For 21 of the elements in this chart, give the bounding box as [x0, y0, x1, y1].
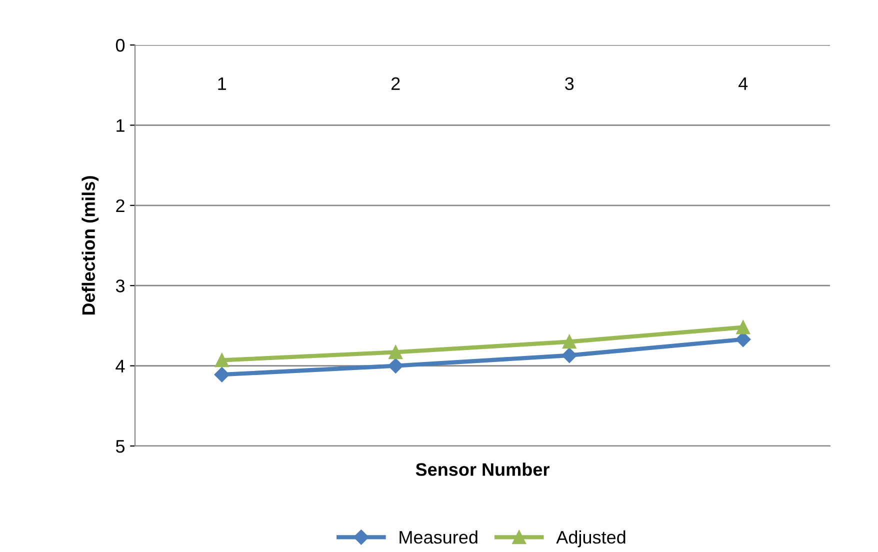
x-tick-label: 1	[218, 77, 226, 90]
point	[562, 348, 577, 363]
x-tick-label: 2	[392, 77, 400, 90]
x-axis-title: Sensor Number	[416, 462, 550, 476]
point	[736, 320, 750, 334]
point	[562, 334, 576, 349]
point	[388, 345, 403, 360]
y-tick-label: 3	[116, 280, 124, 292]
x-tick-label: 3	[565, 77, 574, 90]
y-tick-label: 5	[116, 440, 125, 453]
point	[388, 358, 404, 374]
legend-label: Measured	[400, 530, 478, 544]
point	[214, 353, 229, 368]
y-tick-label: 2	[116, 199, 124, 212]
y-axis-title: Deflection (mils)	[82, 176, 99, 315]
legend-label: Adjusted	[556, 530, 626, 548]
y-tick-label: 1	[116, 119, 124, 132]
y-tick-label: 0	[116, 38, 125, 52]
point	[214, 367, 230, 382]
x-tick-label: 4	[738, 77, 748, 90]
y-tick-label: 4	[116, 360, 125, 372]
